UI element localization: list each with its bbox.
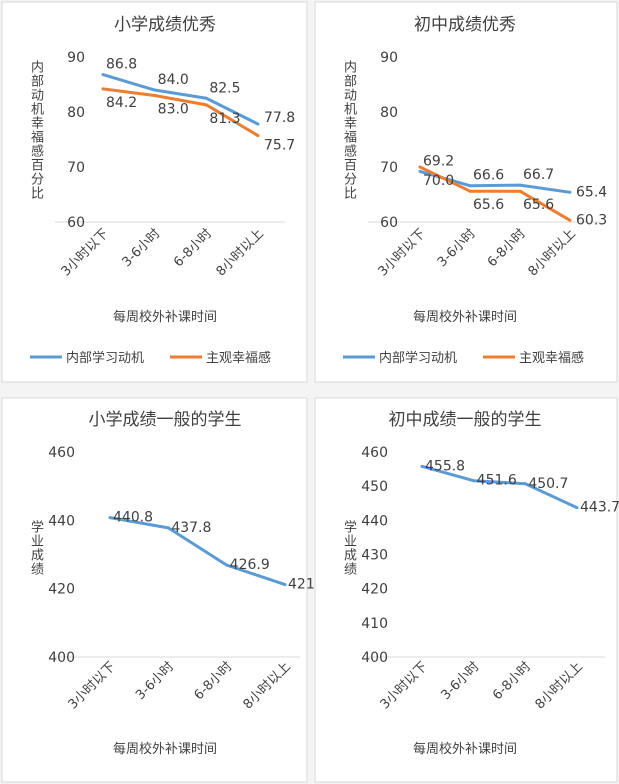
- legend-label: 内部学习动机: [66, 350, 144, 366]
- data-label: 84.2: [106, 95, 137, 111]
- data-point: [256, 122, 260, 126]
- data-point: [101, 73, 105, 77]
- y-tick-label: 460: [361, 445, 388, 461]
- y-axis-title: 学业成绩: [28, 520, 43, 576]
- panel-frame: [314, 397, 618, 783]
- data-point: [256, 134, 260, 138]
- data-label: 81.3: [209, 111, 240, 127]
- data-label: 69.2: [423, 153, 454, 169]
- data-point: [418, 165, 422, 169]
- data-label: 451.6: [477, 473, 517, 489]
- data-point: [568, 190, 572, 194]
- data-point: [108, 516, 112, 520]
- y-tick-label: 60: [380, 215, 398, 231]
- data-label: 455.8: [425, 458, 465, 474]
- data-label: 66.6: [473, 168, 504, 184]
- y-tick-label: 70: [380, 160, 398, 176]
- data-point: [420, 464, 424, 468]
- data-point: [283, 583, 287, 587]
- series-line-2: [419, 165, 571, 222]
- legend-label: 内部学习动机: [379, 350, 457, 366]
- chart-title: 初中成绩优秀: [414, 15, 516, 35]
- panel-frame: [1, 397, 308, 783]
- chart-title: 小学成绩一般的学生: [89, 410, 242, 430]
- data-label: 440.8: [113, 510, 153, 526]
- y-tick-label: 410: [361, 616, 388, 632]
- y-tick-label: 450: [361, 479, 388, 495]
- x-axis-title: 每周校外补课时间: [413, 741, 517, 757]
- data-label: 83.0: [158, 102, 189, 118]
- legend-label: 主观幸福感: [519, 350, 584, 366]
- y-axis-title: 内部动机幸福感百分比: [28, 60, 43, 200]
- y-tick-label: 90: [67, 50, 85, 66]
- legend-label: 主观幸福感: [206, 350, 271, 366]
- data-label: 450.7: [528, 476, 568, 492]
- y-tick-label: 80: [380, 105, 398, 121]
- chart-title: 小学成绩优秀: [114, 15, 216, 35]
- data-point: [101, 87, 105, 91]
- data-point: [575, 506, 579, 510]
- y-tick-label: 400: [48, 650, 75, 666]
- series-line-1: [109, 516, 286, 586]
- y-tick-label: 420: [361, 582, 388, 598]
- data-point: [468, 184, 472, 188]
- data-point: [153, 94, 157, 97]
- data-label: 77.8: [264, 110, 295, 126]
- chart-title: 初中成绩一般的学生: [389, 410, 542, 430]
- panel-frame: [1, 1, 308, 383]
- y-tick-label: 460: [48, 445, 75, 461]
- y-axis-title: 内部动机幸福感百分比: [341, 60, 356, 200]
- panel-frame: [314, 1, 618, 383]
- data-point: [518, 183, 522, 187]
- data-label: 75.7: [264, 138, 295, 154]
- y-tick-label: 420: [48, 582, 75, 598]
- data-label: 84.0: [158, 72, 189, 88]
- y-tick-label: 400: [361, 650, 388, 666]
- data-label: 65.4: [576, 184, 607, 200]
- y-tick-label: 90: [380, 50, 398, 66]
- data-label: 426.9: [230, 557, 270, 573]
- x-axis-title: 每周校外补课时间: [113, 309, 217, 325]
- data-point: [518, 189, 522, 193]
- data-point: [204, 103, 208, 107]
- series-line-1: [102, 73, 259, 126]
- x-axis-title: 每周校外补课时间: [413, 309, 517, 325]
- data-label: 60.3: [576, 212, 607, 228]
- y-tick-label: 430: [361, 548, 388, 564]
- y-tick-label: 440: [361, 513, 388, 529]
- data-point: [153, 88, 157, 92]
- data-point: [568, 218, 572, 222]
- data-label: 82.5: [209, 80, 240, 96]
- y-tick-label: 80: [67, 105, 85, 121]
- data-point: [468, 189, 472, 193]
- data-label: 65.6: [473, 197, 504, 213]
- data-point: [523, 482, 527, 486]
- y-tick-label: 440: [48, 513, 75, 529]
- series-line-1: [421, 464, 578, 510]
- x-axis-title: 每周校外补课时间: [113, 741, 217, 757]
- data-label: 86.8: [106, 57, 137, 73]
- y-axis-title: 学业成绩: [341, 520, 356, 576]
- data-point: [204, 96, 208, 100]
- data-label: 443.7: [580, 500, 619, 516]
- data-point: [418, 169, 422, 173]
- data-label: 66.7: [523, 167, 554, 183]
- y-tick-label: 70: [67, 160, 85, 176]
- data-label: 65.6: [523, 197, 554, 213]
- data-point: [472, 479, 476, 483]
- y-tick-label: 60: [67, 215, 85, 231]
- data-label: 437.8: [171, 520, 211, 536]
- data-label: 70.0: [423, 173, 454, 189]
- series-line-2: [102, 87, 259, 137]
- data-point: [166, 526, 170, 530]
- data-point: [225, 563, 229, 567]
